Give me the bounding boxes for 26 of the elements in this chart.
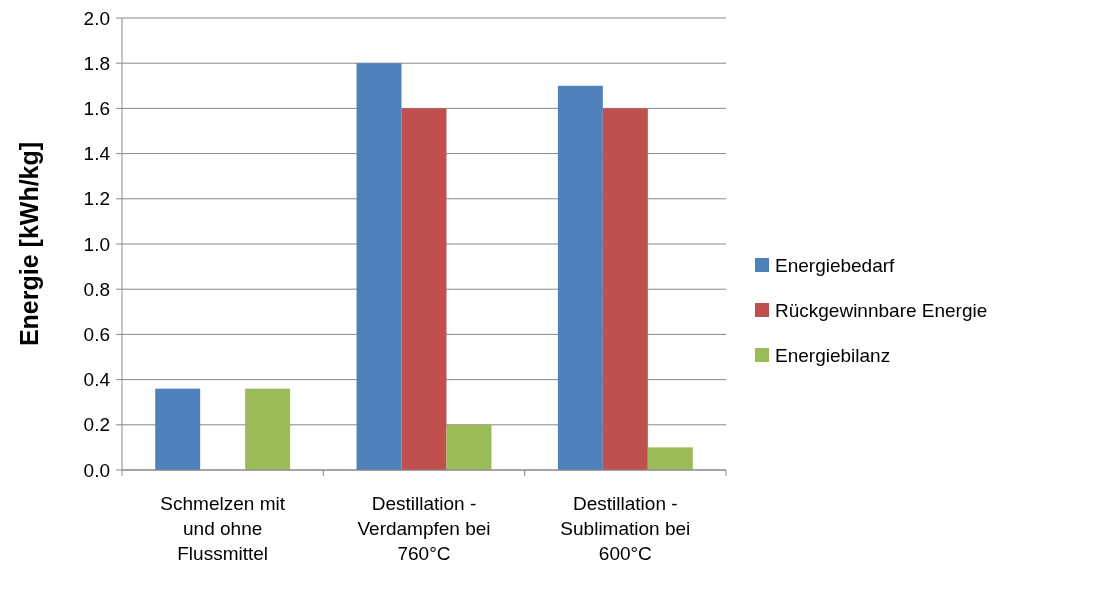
legend-label: Energiebedarf xyxy=(775,254,896,276)
y-tick-label: 1.8 xyxy=(83,52,110,74)
y-tick-label: 1.2 xyxy=(83,188,110,210)
y-tick-label: 1.4 xyxy=(83,143,111,165)
bar xyxy=(557,85,603,470)
x-tick-label: Schmelzen mit und ohne Flussmittel xyxy=(160,493,286,564)
bar xyxy=(401,108,447,470)
bar xyxy=(356,63,402,470)
y-tick-label: 0.4 xyxy=(83,369,111,391)
bar xyxy=(602,108,648,470)
y-tick-label: 0.0 xyxy=(83,459,110,481)
y-tick-label: 0.2 xyxy=(83,414,110,436)
bar xyxy=(446,424,492,470)
y-tick-label: 2.0 xyxy=(83,7,110,29)
y-tick-label: 0.8 xyxy=(83,278,110,300)
bar xyxy=(155,388,201,470)
y-tick-label: 1.0 xyxy=(83,233,110,255)
legend-label: Energiebilanz xyxy=(775,344,891,366)
y-tick-label: 1.6 xyxy=(83,98,110,120)
bar xyxy=(647,447,693,470)
x-tick-label: Destillation - Verdampfen bei 760°C xyxy=(357,493,491,564)
y-tick-label: 0.6 xyxy=(83,324,110,346)
y-axis-title: Energie [kWh/kg] xyxy=(15,141,43,347)
bar xyxy=(245,388,291,470)
legend-label: Rückgewinnbare Energie xyxy=(775,299,988,321)
x-tick-label: Destillation - Sublimation bei 600°C xyxy=(560,493,691,564)
